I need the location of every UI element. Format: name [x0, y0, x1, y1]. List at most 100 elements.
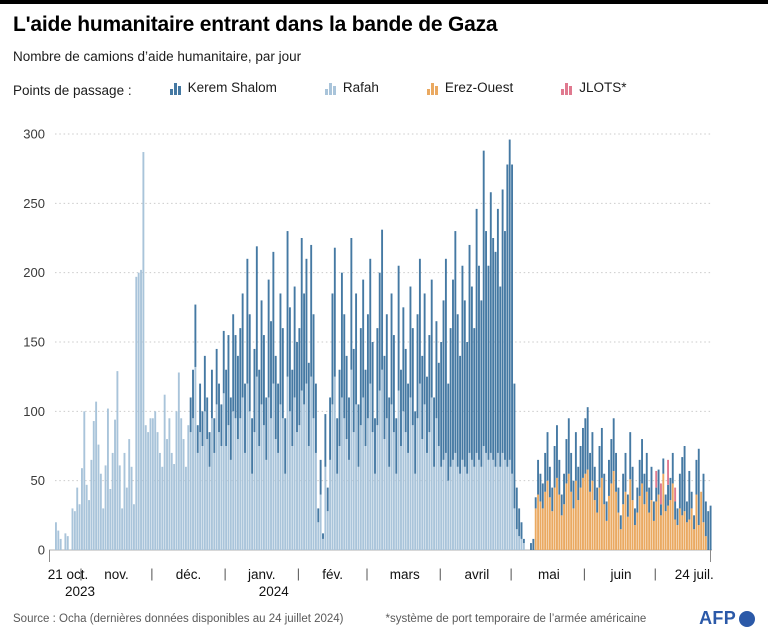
bar-segment-kerem [352, 348, 355, 433]
bar-segment-kerem [678, 473, 681, 509]
bar-segment-erez [652, 520, 655, 550]
bar-segment-kerem [504, 231, 506, 460]
bar-segment-kerem [218, 383, 220, 433]
bar-segment-kerem [433, 397, 436, 467]
bar-segment-rafah [253, 432, 256, 550]
bar-segment-erez [537, 494, 540, 550]
bar-segment-rafah [468, 452, 471, 550]
bar-segment-rafah [352, 432, 355, 550]
bar-segment-kerem [409, 286, 412, 398]
bar-segment-rafah [442, 459, 445, 550]
afp-logo: AFP [699, 608, 755, 629]
bar-segment-erez [567, 473, 570, 550]
bar-segment-rafah [298, 425, 301, 550]
x-axis-separator: | [79, 567, 82, 581]
bar-segment-erez [700, 491, 703, 550]
bar-segment-rafah [55, 522, 57, 550]
bar-segment-rafah [522, 543, 525, 550]
bar-segment-rafah [496, 452, 499, 550]
bar-segment-kerem [310, 244, 313, 377]
bar-segment-rafah [99, 473, 102, 550]
bar-segment-kerem [704, 501, 707, 537]
bar-segment-kerem [532, 538, 535, 550]
bar-segment-kerem [428, 335, 431, 433]
bar-segment-kerem [707, 511, 710, 550]
bar-segment-rafah [378, 390, 381, 550]
bar-segment-rafah [232, 411, 235, 550]
bar-segment-kerem [449, 328, 452, 467]
bar-segment-rafah [291, 446, 294, 550]
bar-segment-kerem [667, 484, 669, 506]
bar-segment-kerem [463, 300, 466, 467]
bar-segment-kerem [388, 397, 391, 467]
bar-segment-erez [650, 500, 653, 550]
bar-segment-kerem [548, 466, 551, 498]
bar-segment-kerem [482, 150, 485, 446]
x-tick-label: 21 oct. [48, 567, 89, 582]
legend-item-erez: Erez-Ouest [426, 80, 513, 95]
bar-segment-erez [541, 508, 544, 550]
bar-segment-rafah [385, 418, 388, 550]
bar-segment-kerem [556, 425, 558, 478]
bar-segment-rafah [277, 452, 280, 550]
bar-segment-erez [548, 497, 551, 550]
bar-segment-rafah [518, 536, 521, 550]
bar-segment-erez [551, 511, 554, 550]
bar-segment-rafah [88, 500, 90, 550]
bar-segment-rafah [326, 511, 329, 550]
bar-segment-rafah [348, 459, 350, 550]
bar-segment-kerem [437, 362, 440, 446]
bar-segment-rafah [262, 425, 265, 550]
bar-segment-rafah [111, 452, 114, 550]
bar-segment-kerem [253, 348, 256, 433]
bar-segment-rafah [151, 418, 154, 550]
bar-segment-rafah [340, 397, 343, 550]
bar-segment-rafah [397, 390, 400, 550]
bar-segment-kerem [508, 139, 511, 460]
x-axis-separator: | [439, 567, 442, 581]
bar-segment-kerem [688, 470, 691, 520]
bar-segment-kerem [586, 407, 589, 470]
bar-segment-rafah [229, 459, 232, 550]
bar-segment-kerem [350, 238, 353, 370]
bar-segment-erez [596, 512, 599, 550]
y-tick-label: 50 [31, 473, 45, 488]
bar-segment-kerem [494, 251, 497, 467]
bar-segment-kerem [489, 192, 492, 453]
bar-segment-rafah [213, 452, 216, 550]
bar-segment-erez [584, 473, 587, 550]
bar-segment-rafah [421, 439, 424, 550]
bar-segment-kerem [459, 355, 462, 474]
bar-segment-kerem [589, 452, 591, 492]
bar-segment-rafah [355, 404, 358, 550]
bar-segment-erez [669, 500, 672, 550]
bar-segment-rafah [447, 480, 450, 550]
bar-segment-erez [586, 469, 589, 550]
bar-segment-rafah [381, 369, 384, 550]
bar-segment-kerem [402, 307, 405, 412]
bar-segment-rafah [274, 439, 277, 550]
bar-segment-rafah [400, 446, 402, 550]
bar-segment-rafah [225, 446, 228, 550]
bar-segment-kerem [381, 229, 384, 370]
bar-segment-rafah [199, 432, 202, 550]
bar-segment-kerem [220, 404, 223, 446]
bar-segment-kerem [404, 348, 407, 433]
bar-segment-kerem [236, 355, 239, 440]
bar-segment-rafah [437, 446, 440, 550]
bar-segment-erez [648, 512, 651, 550]
legend-items: Kerem Shalom Rafah Erez-Ouest JLOTS* [169, 80, 675, 98]
bar-segment-rafah [175, 411, 178, 550]
bar-segment-kerem [695, 459, 698, 495]
bar-segment-kerem [213, 418, 216, 453]
bar-segment-rafah [156, 432, 159, 550]
bar-segment-kerem [563, 473, 565, 505]
bar-segment-rafah [208, 466, 211, 550]
bar-segment-kerem [440, 342, 443, 467]
bar-segment-kerem [371, 342, 374, 433]
bar-segment-rafah [114, 419, 116, 550]
bar-segment-rafah [435, 418, 438, 550]
bar-segment-erez [676, 525, 679, 550]
x-tick-label: juin [610, 567, 632, 582]
